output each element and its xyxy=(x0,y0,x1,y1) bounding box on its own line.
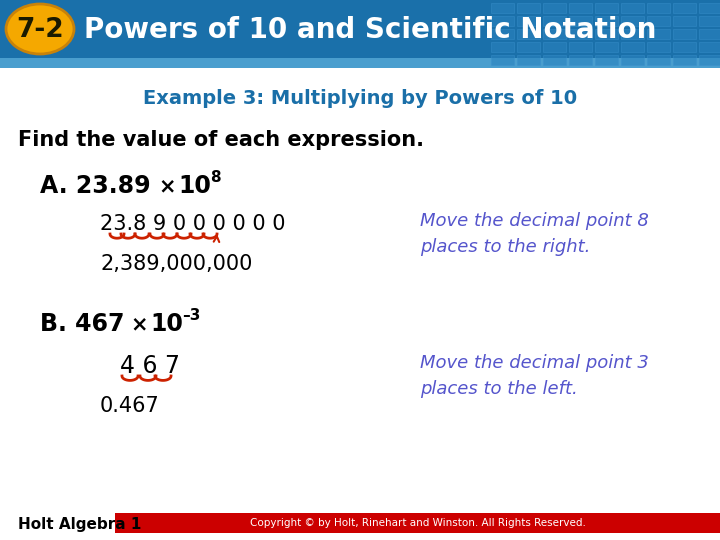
FancyBboxPatch shape xyxy=(699,42,720,52)
FancyBboxPatch shape xyxy=(595,55,618,65)
FancyBboxPatch shape xyxy=(699,3,720,13)
FancyBboxPatch shape xyxy=(673,55,696,65)
Text: Copyright © by Holt, Rinehart and Winston. All Rights Reserved.: Copyright © by Holt, Rinehart and Winsto… xyxy=(250,518,586,528)
FancyBboxPatch shape xyxy=(543,16,566,26)
FancyBboxPatch shape xyxy=(517,16,540,26)
Text: 2,389,000,000: 2,389,000,000 xyxy=(100,254,253,274)
FancyBboxPatch shape xyxy=(647,42,670,52)
FancyBboxPatch shape xyxy=(517,29,540,39)
Text: ×: × xyxy=(158,176,176,196)
FancyBboxPatch shape xyxy=(621,29,644,39)
FancyBboxPatch shape xyxy=(673,16,696,26)
FancyBboxPatch shape xyxy=(569,29,592,39)
Ellipse shape xyxy=(6,4,74,54)
FancyBboxPatch shape xyxy=(0,58,720,68)
Text: Powers of 10 and Scientific Notation: Powers of 10 and Scientific Notation xyxy=(84,16,657,44)
Text: Move the decimal point 3
places to the left.: Move the decimal point 3 places to the l… xyxy=(420,354,649,398)
FancyBboxPatch shape xyxy=(543,42,566,52)
FancyBboxPatch shape xyxy=(569,3,592,13)
FancyBboxPatch shape xyxy=(595,3,618,13)
FancyBboxPatch shape xyxy=(569,16,592,26)
Text: Move the decimal point 8
places to the right.: Move the decimal point 8 places to the r… xyxy=(420,212,649,256)
FancyBboxPatch shape xyxy=(491,16,514,26)
FancyBboxPatch shape xyxy=(673,42,696,52)
FancyBboxPatch shape xyxy=(491,42,514,52)
FancyBboxPatch shape xyxy=(115,513,720,533)
Text: B. 467: B. 467 xyxy=(40,312,132,336)
Text: –3: –3 xyxy=(182,307,200,322)
Text: Find the value of each expression.: Find the value of each expression. xyxy=(18,130,424,150)
FancyBboxPatch shape xyxy=(595,42,618,52)
FancyBboxPatch shape xyxy=(699,16,720,26)
FancyBboxPatch shape xyxy=(699,55,720,65)
Text: 23.8 9 0 0 0 0 0 0: 23.8 9 0 0 0 0 0 0 xyxy=(100,214,286,234)
Text: 10: 10 xyxy=(178,174,211,198)
FancyBboxPatch shape xyxy=(517,55,540,65)
FancyBboxPatch shape xyxy=(699,29,720,39)
FancyBboxPatch shape xyxy=(621,3,644,13)
FancyBboxPatch shape xyxy=(543,29,566,39)
FancyBboxPatch shape xyxy=(621,55,644,65)
Text: 7-2: 7-2 xyxy=(16,17,64,43)
Text: 0.467: 0.467 xyxy=(100,396,160,416)
FancyBboxPatch shape xyxy=(647,29,670,39)
FancyBboxPatch shape xyxy=(517,42,540,52)
FancyBboxPatch shape xyxy=(491,3,514,13)
FancyBboxPatch shape xyxy=(517,3,540,13)
FancyBboxPatch shape xyxy=(595,16,618,26)
FancyBboxPatch shape xyxy=(647,3,670,13)
FancyBboxPatch shape xyxy=(647,16,670,26)
FancyBboxPatch shape xyxy=(569,42,592,52)
FancyBboxPatch shape xyxy=(673,29,696,39)
FancyBboxPatch shape xyxy=(543,3,566,13)
FancyBboxPatch shape xyxy=(621,42,644,52)
Text: 4 6 7: 4 6 7 xyxy=(120,354,180,378)
FancyBboxPatch shape xyxy=(543,55,566,65)
FancyBboxPatch shape xyxy=(673,3,696,13)
FancyBboxPatch shape xyxy=(491,55,514,65)
Text: 10: 10 xyxy=(150,312,183,336)
FancyBboxPatch shape xyxy=(0,0,720,58)
Text: Holt Algebra 1: Holt Algebra 1 xyxy=(18,516,141,531)
Text: ×: × xyxy=(130,314,148,334)
FancyBboxPatch shape xyxy=(595,29,618,39)
FancyBboxPatch shape xyxy=(647,55,670,65)
FancyBboxPatch shape xyxy=(621,16,644,26)
FancyBboxPatch shape xyxy=(569,55,592,65)
Text: Example 3: Multiplying by Powers of 10: Example 3: Multiplying by Powers of 10 xyxy=(143,89,577,107)
Text: A. 23.89: A. 23.89 xyxy=(40,174,159,198)
Text: 8: 8 xyxy=(210,170,220,185)
FancyBboxPatch shape xyxy=(491,29,514,39)
